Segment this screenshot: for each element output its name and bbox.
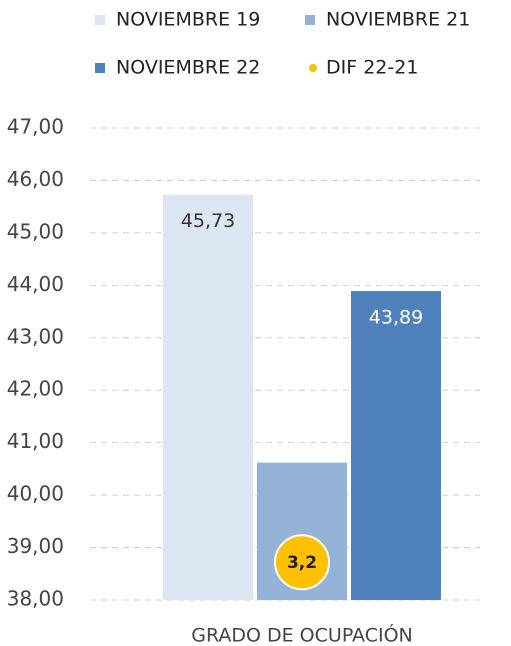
y-tick-label: 40,00 (7, 482, 64, 506)
y-tick-label: 44,00 (7, 272, 64, 296)
dif-marker (274, 534, 330, 591)
legend-label: NOVIEMBRE 19 (116, 9, 260, 31)
value-label: 3,2 (287, 553, 317, 573)
legend-marker (95, 15, 105, 25)
bar (351, 291, 441, 600)
legend-label: DIF 22-21 (326, 57, 418, 79)
y-tick-label: 47,00 (7, 115, 64, 139)
legend-marker (95, 63, 105, 73)
y-tick-label: 45,00 (7, 219, 64, 243)
legend-marker (309, 64, 317, 72)
y-tick-label: 41,00 (7, 429, 64, 453)
legend-marker (305, 15, 315, 25)
x-tick-label: GRADO DE OCUPACIÓN (191, 623, 413, 646)
bar (163, 194, 253, 601)
value-label: 45,73 (181, 210, 235, 232)
value-label: 43,89 (369, 307, 423, 329)
legend-label: NOVIEMBRE 21 (326, 9, 470, 31)
y-tick-label: 39,00 (7, 534, 64, 558)
y-tick-label: 42,00 (7, 377, 64, 401)
legend-label: NOVIEMBRE 22 (116, 57, 260, 79)
y-tick-label: 46,00 (7, 167, 64, 191)
y-tick-label: 38,00 (7, 587, 64, 611)
y-tick-label: 43,00 (7, 324, 64, 348)
